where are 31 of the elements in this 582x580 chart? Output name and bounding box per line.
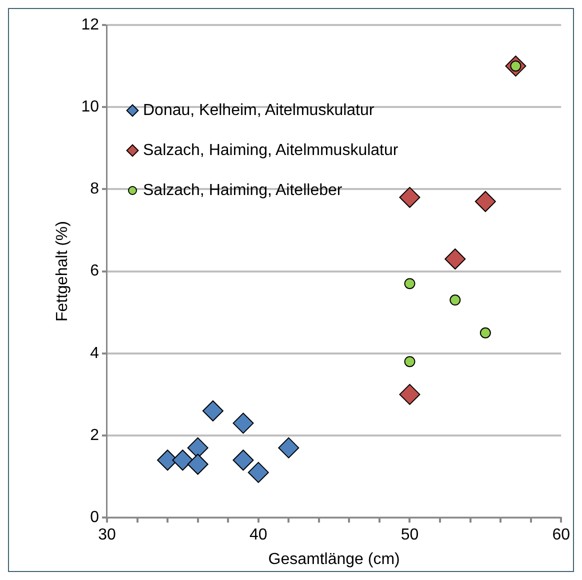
point: [404, 356, 416, 368]
y-tick-label: 10: [81, 98, 100, 116]
point: [202, 400, 224, 422]
point: [187, 454, 208, 475]
legend-label: Donau, Kelheim, Aitelmuskulatur: [143, 102, 374, 120]
x-tick-label: 50: [400, 526, 419, 544]
y-tick-label: 6: [90, 262, 100, 280]
x-tick-label: 40: [249, 526, 268, 544]
point: [399, 186, 420, 208]
y-tick-label: 4: [90, 344, 100, 362]
point: [450, 294, 461, 306]
y-tick-label: 8: [90, 180, 100, 198]
x-tick-label: 30: [98, 526, 116, 544]
point: [404, 278, 416, 290]
point: [474, 191, 496, 212]
point: [278, 437, 300, 458]
legend-label: Salzach, Haiming, Aitelmmuskulatur: [143, 142, 398, 160]
y-tick-label: 12: [81, 16, 100, 34]
point: [232, 412, 254, 434]
legend-label: Salzach, Haiming, Aitelleber: [143, 182, 342, 200]
point: [248, 462, 269, 483]
point: [399, 384, 420, 405]
y-tick-label: 0: [90, 509, 100, 526]
y-tick-label: 2: [90, 426, 100, 444]
y-axis-title: Fettgehalt (%): [54, 221, 72, 322]
point: [480, 327, 491, 338]
x-tick-label: 60: [552, 526, 570, 544]
point: [172, 450, 194, 471]
point: [232, 450, 254, 471]
point: [444, 248, 466, 270]
x-axis-title: Gesamtlänge (cm): [268, 550, 400, 568]
